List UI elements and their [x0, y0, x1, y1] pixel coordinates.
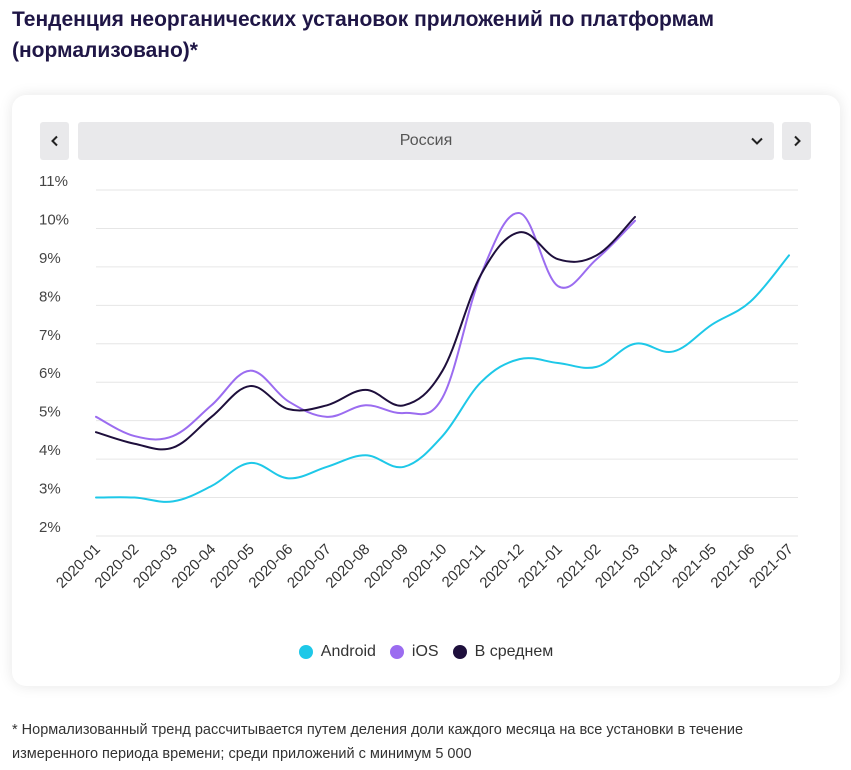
y-tick-label: 7% [39, 327, 61, 344]
region-select[interactable]: Россия [78, 122, 774, 160]
next-region-button[interactable] [782, 122, 811, 160]
series-line-ios [95, 212, 636, 441]
page-title: Тенденция неорганических установок прило… [12, 8, 715, 62]
series-layer [95, 212, 790, 503]
legend-label: iOS [411, 643, 439, 660]
legend-swatch-icon [452, 645, 467, 659]
legend-label: Android [320, 643, 376, 660]
chevron-down-icon [751, 137, 763, 145]
y-tick-label: 3% [39, 481, 61, 498]
legend-swatch-icon [389, 645, 404, 659]
series-line-average [95, 215, 636, 451]
legend-item-average[interactable]: В среднем [452, 643, 554, 661]
grid-layer [96, 189, 798, 537]
y-tick-label: 6% [39, 365, 61, 382]
legend-item-ios[interactable]: iOS [389, 643, 439, 661]
y-tick-label: 5% [39, 404, 61, 421]
prev-region-button[interactable] [40, 122, 69, 160]
y-tick-label: 9% [39, 250, 61, 267]
chart-card: Россия 2% 3% 4% 5% 6% 7% 8% 9% 10% 11% 2020-01 202… [12, 95, 840, 686]
series-line-android [95, 254, 790, 503]
chevron-left-icon [50, 135, 58, 147]
y-axis-ticks: 2% 3% 4% 5% 6% 7% 8% 9% 10% 11% [39, 173, 69, 536]
legend-item-android[interactable]: Android [298, 643, 376, 661]
legend-label: В среднем [474, 643, 554, 660]
footnote: * Нормализованный тренд рассчитывается п… [12, 722, 744, 762]
region-select-value: Россия [399, 132, 453, 149]
chart-legend: Android iOS В среднем [12, 640, 840, 664]
y-tick-label: 10% [39, 211, 69, 228]
x-axis-ticks: 2020-012020-022020-032020-042020-052020-… [53, 541, 797, 592]
y-tick-label: 11% [39, 173, 68, 190]
y-tick-label: 2% [39, 519, 61, 536]
line-chart: 2% 3% 4% 5% 6% 7% 8% 9% 10% 11% 2020-012020-02202… [39, 173, 798, 592]
y-tick-label: 4% [39, 442, 61, 459]
chevron-right-icon [793, 135, 801, 147]
y-tick-label: 8% [39, 288, 61, 305]
legend-swatch-icon [298, 645, 313, 659]
